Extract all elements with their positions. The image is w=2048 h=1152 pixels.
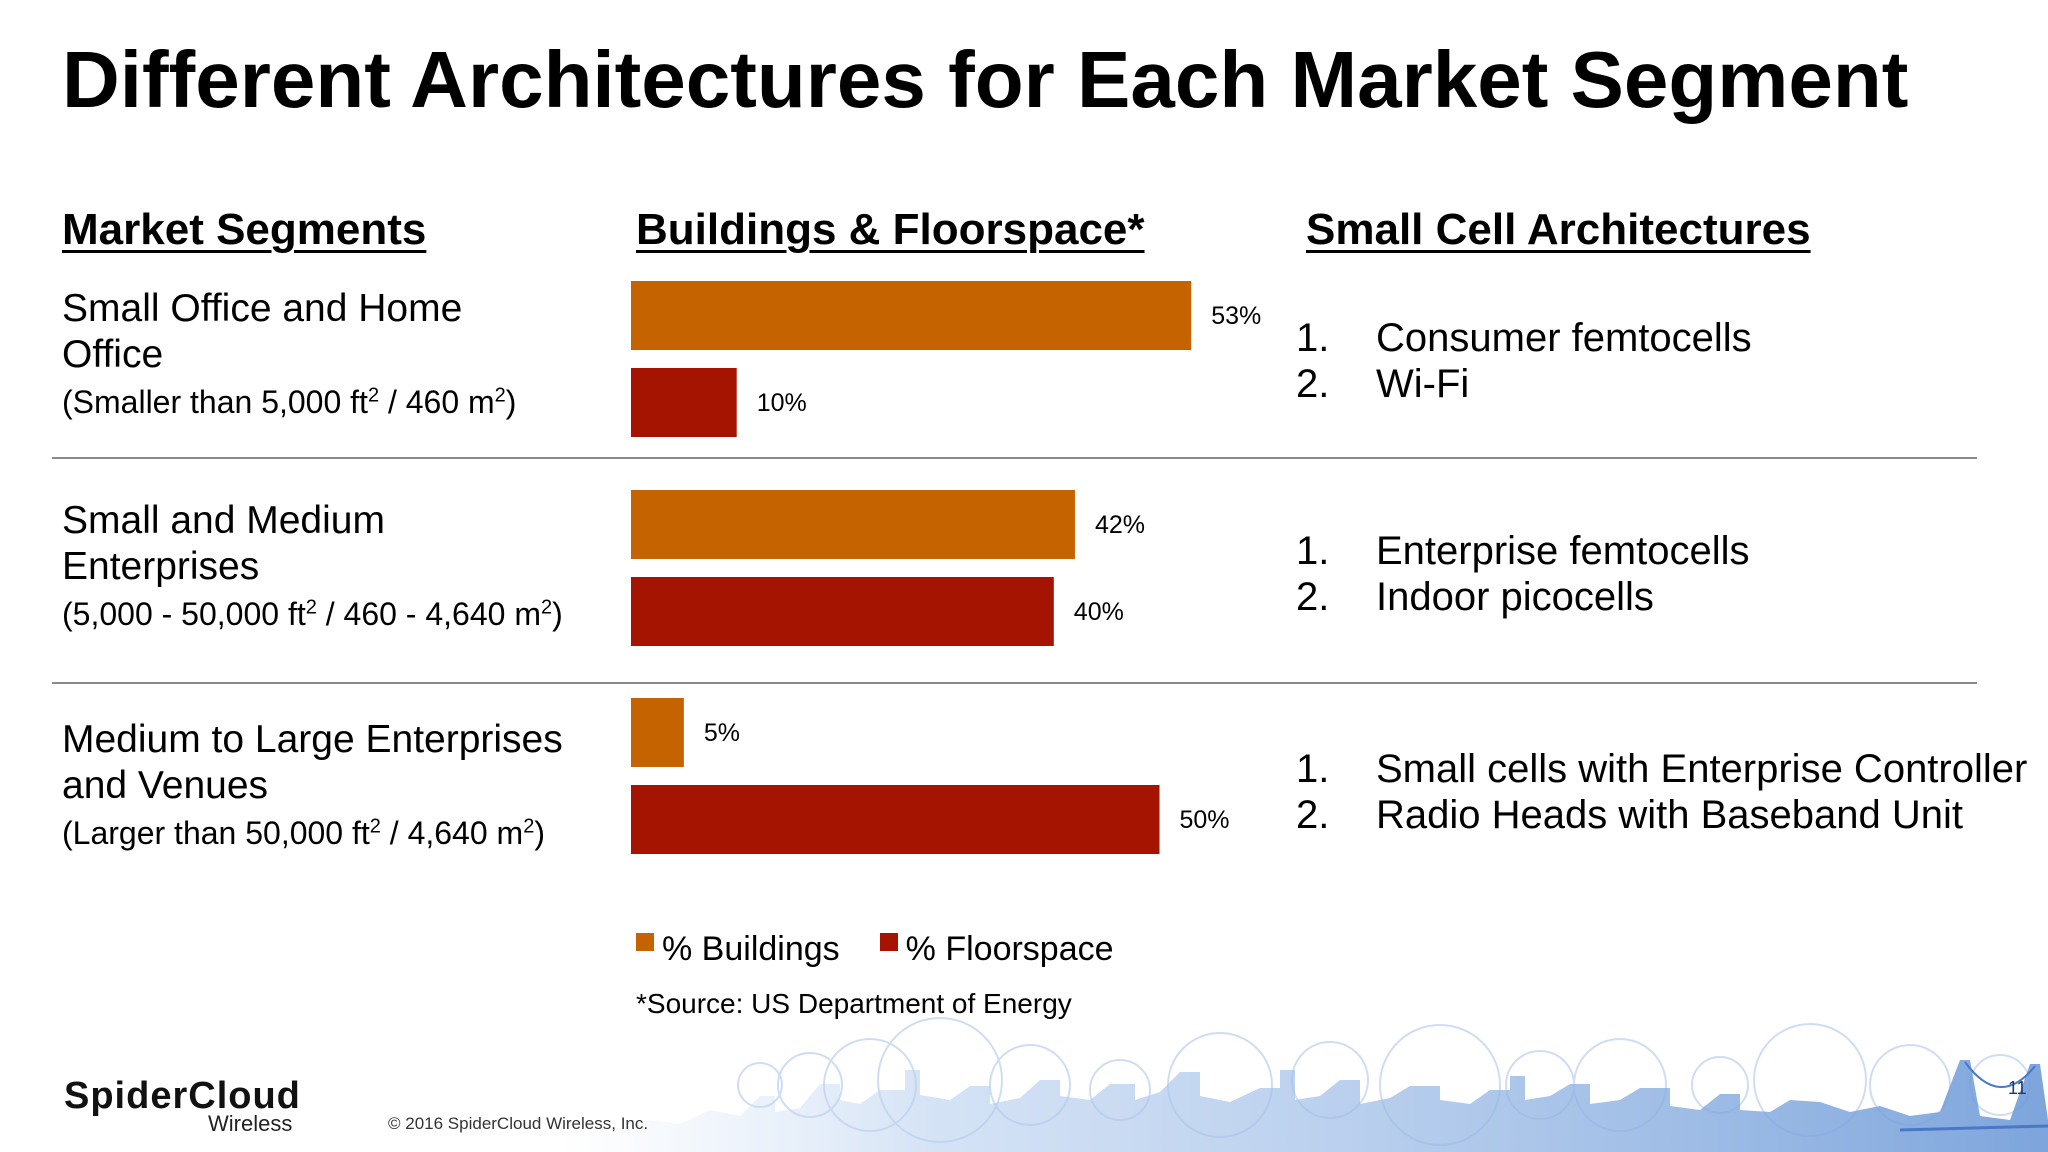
item-text: Radio Heads with Baseband Unit bbox=[1376, 793, 1964, 837]
bar-floorspace-2 bbox=[631, 785, 1160, 854]
segment-size: (5,000 - 50,000 ft2 / 460 - 4,640 m2) bbox=[62, 592, 622, 636]
item-text: Consumer femtocells bbox=[1376, 316, 1752, 360]
logo-sub-text: Wireless bbox=[208, 1111, 293, 1136]
skyline-decoration bbox=[560, 1017, 2048, 1152]
segment-size: (Smaller than 5,000 ft2 / 460 m2) bbox=[62, 380, 622, 424]
legend-label: % Floorspace bbox=[905, 930, 1114, 968]
segment-size: (Larger than 50,000 ft2 / 4,640 m2) bbox=[62, 811, 622, 855]
logo-main-text: SpiderCloud bbox=[64, 1075, 301, 1117]
size-superscript: 2 bbox=[305, 596, 317, 619]
segment-name: Small and Medium Enterprises bbox=[62, 498, 622, 590]
buildings-floorspace-header: Buildings & Floorspace* bbox=[636, 205, 1145, 254]
size-text: (Smaller than 5,000 ft bbox=[62, 384, 368, 420]
data-label: 10% bbox=[757, 389, 807, 417]
size-text: (5,000 - 50,000 ft bbox=[62, 596, 306, 632]
item-number: 2. bbox=[1296, 362, 1330, 406]
architecture-list-soho: 1. Consumer femtocells 2. Wi-Fi bbox=[1296, 315, 1752, 407]
item-number: 1. bbox=[1296, 316, 1330, 360]
size-superscript: 2 bbox=[540, 596, 553, 619]
bar-buildings-1 bbox=[631, 490, 1075, 559]
item-text: Indoor picocells bbox=[1376, 575, 1654, 619]
data-label: 50% bbox=[1180, 806, 1230, 834]
segment-name-line1: Small and Medium bbox=[62, 499, 385, 542]
segment-name-line2: Office bbox=[62, 333, 164, 376]
data-label: 53% bbox=[1211, 302, 1261, 330]
segment-sme: Small and Medium Enterprises (5,000 - 50… bbox=[62, 498, 622, 636]
item-text: Enterprise femtocells bbox=[1376, 529, 1750, 573]
architecture-item: 1. Consumer femtocells bbox=[1296, 315, 1752, 361]
item-text: Small cells with Enterprise Controller bbox=[1376, 747, 2028, 791]
chart-legend: % Buildings % Floorspace bbox=[636, 930, 1154, 969]
bar-buildings-2 bbox=[631, 698, 684, 767]
legend-item-floorspace: % Floorspace bbox=[879, 930, 1114, 969]
item-number: 1. bbox=[1296, 529, 1330, 573]
copyright: © 2016 SpiderCloud Wireless, Inc. bbox=[388, 1114, 649, 1133]
architecture-item: 2. Indoor picocells bbox=[1296, 574, 1749, 620]
segment-name-line1: Medium to Large Enterprises bbox=[62, 718, 563, 761]
architecture-list-large-enterprise: 1. Small cells with Enterprise Controller… bbox=[1296, 746, 2027, 838]
segment-name: Medium to Large Enterprises and Venues bbox=[62, 717, 622, 809]
bridge-deck bbox=[1899, 1124, 2048, 1132]
size-text: / 4,640 m bbox=[380, 815, 524, 851]
item-number: 2. bbox=[1296, 575, 1330, 619]
row-divider bbox=[52, 682, 1977, 684]
size-superscript: 2 bbox=[523, 815, 535, 838]
bridge-cables bbox=[1964, 1061, 2036, 1088]
size-text: ) bbox=[505, 384, 517, 420]
segment-soho: Small Office and Home Office (Smaller th… bbox=[62, 286, 622, 424]
size-text: ) bbox=[552, 596, 563, 632]
segment-name-line2: and Venues bbox=[62, 764, 269, 807]
small-cell-architectures-header: Small Cell Architectures bbox=[1306, 205, 1811, 254]
row-divider bbox=[52, 457, 1977, 459]
data-label: 5% bbox=[704, 719, 740, 747]
bar-floorspace-1 bbox=[631, 577, 1054, 646]
size-text: (Larger than 50,000 ft bbox=[62, 815, 370, 851]
architecture-item: 1. Enterprise femtocells bbox=[1296, 528, 1749, 574]
architecture-item: 2. Radio Heads with Baseband Unit bbox=[1296, 792, 2027, 838]
segment-name-line2: Enterprises bbox=[62, 545, 260, 588]
item-text: Wi-Fi bbox=[1376, 362, 1470, 406]
segment-name: Small Office and Home Office bbox=[62, 286, 622, 378]
legend-item-buildings: % Buildings bbox=[636, 930, 840, 969]
bar-buildings-0 bbox=[631, 281, 1192, 350]
city-skyline bbox=[560, 1060, 2048, 1152]
data-label: 40% bbox=[1074, 598, 1124, 626]
page-number: 11 bbox=[2008, 1078, 2027, 1098]
spidercloud-logo: SpiderCloud Wireless bbox=[64, 1075, 344, 1136]
item-number: 2. bbox=[1296, 793, 1330, 837]
data-label: 42% bbox=[1095, 511, 1145, 539]
source-note: *Source: US Department of Energy bbox=[636, 988, 1072, 1019]
architecture-list-sme: 1. Enterprise femtocells 2. Indoor picocel… bbox=[1296, 528, 1749, 620]
size-text: ) bbox=[534, 815, 545, 851]
architecture-item: 2. Wi-Fi bbox=[1296, 361, 1752, 407]
size-superscript: 2 bbox=[494, 384, 506, 407]
size-superscript: 2 bbox=[369, 815, 381, 838]
architecture-item: 1. Small cells with Enterprise Controller bbox=[1296, 746, 2027, 792]
segment-name-line1: Small Office and Home bbox=[62, 287, 463, 330]
legend-swatch-buildings bbox=[636, 932, 654, 951]
size-text: / 460 m bbox=[379, 384, 495, 420]
legend-label: % Buildings bbox=[662, 930, 840, 968]
legend-swatch-floorspace bbox=[879, 932, 898, 951]
slide-title: Different Architectures for Each Market … bbox=[62, 35, 1909, 124]
segment-large-enterprise: Medium to Large Enterprises and Venues (… bbox=[62, 717, 622, 855]
bar-floorspace-0 bbox=[631, 368, 737, 437]
size-text: / 460 - 4,640 m bbox=[316, 596, 541, 632]
market-segments-header: Market Segments bbox=[62, 205, 427, 254]
size-superscript: 2 bbox=[367, 384, 380, 407]
item-number: 1. bbox=[1296, 747, 1330, 791]
